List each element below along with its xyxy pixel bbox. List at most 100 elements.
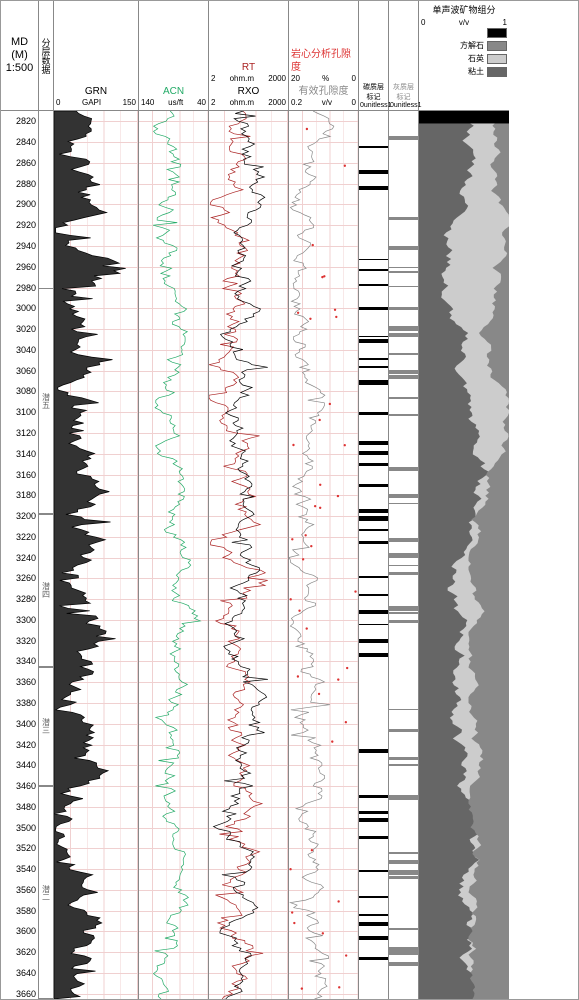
depth-tick: 3360 [16, 677, 36, 687]
depth-tick: 3500 [16, 823, 36, 833]
mineral-comp-name: 方解石 [460, 40, 484, 51]
depth-tick: 3020 [16, 324, 36, 334]
mineral-legend-item: 方解石 [419, 39, 509, 52]
mineral-swatch [487, 28, 507, 38]
log-track-0: GRN0GAPI150 [54, 1, 139, 999]
mineral-body [419, 111, 509, 999]
depth-tick: 3600 [16, 926, 36, 936]
depth-tick: 3280 [16, 594, 36, 604]
depth-tick: 2900 [16, 199, 36, 209]
mineral-swatch [487, 67, 507, 77]
depth-tick: 3160 [16, 470, 36, 480]
depth-tick: 2860 [16, 158, 36, 168]
depth-tick: 3040 [16, 345, 36, 355]
mineral-scale: 0 v/v 1 [419, 18, 509, 27]
mineral-header: 单声波矿物组分 0 v/v 1 方解石石英粘土 [419, 1, 509, 111]
curve-unit: v/v [322, 98, 332, 108]
curve-name: GRN [85, 85, 107, 98]
curve-name: RT [242, 61, 255, 74]
depth-body: 2820 2840 2860 2880 2900 2920 2940 2960 2980 3000… [1, 111, 38, 999]
curve-unit: GAPI [82, 98, 101, 108]
depth-tick: 3120 [16, 428, 36, 438]
mineral-legend: 方解石石英粘土 [419, 27, 509, 78]
curve-min: 20 [291, 74, 300, 84]
mineral-legend-item: 粘土 [419, 65, 509, 78]
mineral-scale-unit: v/v [459, 18, 469, 27]
flag-body [359, 111, 388, 999]
mineral-comp-name: 粘土 [468, 66, 484, 77]
log-track-1: ACN 140 us/ft 40 [139, 1, 209, 999]
depth-tick: 2840 [16, 137, 36, 147]
well-log-container: MD (M) 1:500 2820 2840 2860 2880 2900 2920 294… [0, 0, 579, 1000]
depth-tick: 2980 [16, 283, 36, 293]
curve-max: 2000 [268, 98, 286, 108]
track-body [209, 111, 288, 999]
curve-min: 2 [211, 74, 215, 84]
depth-label-unit: (M) [11, 49, 28, 62]
zone-segment: 潜二 [39, 786, 53, 999]
zone-segment: 潜三 [39, 667, 53, 786]
depth-tick: 3320 [16, 636, 36, 646]
flag-title: 灰质层标记 [390, 82, 417, 102]
depth-tick: 3220 [16, 532, 36, 542]
curve-name: ACN [163, 85, 184, 98]
mineral-swatch [487, 54, 507, 64]
mineral-track: 单声波矿物组分 0 v/v 1 方解石石英粘土 [419, 1, 509, 999]
depth-tick: 3380 [16, 698, 36, 708]
depth-track: MD (M) 1:500 2820 2840 2860 2880 2900 2920 294… [1, 1, 39, 999]
track-header: GRN0GAPI150 [54, 1, 138, 111]
depth-tick: 3260 [16, 573, 36, 583]
mineral-title: 单声波矿物组分 [419, 1, 509, 18]
mineral-scale-min: 0 [421, 18, 425, 27]
flag-title: 碳质层标记 [360, 82, 387, 102]
mineral-comp-name: 石英 [468, 53, 484, 64]
depth-tick: 3140 [16, 449, 36, 459]
curve-min: 2 [211, 98, 215, 108]
depth-tick: 2960 [16, 262, 36, 272]
depth-tick: 3540 [16, 864, 36, 874]
depth-tick: 3000 [16, 303, 36, 313]
curve-name: 有效孔隙度 [299, 85, 349, 98]
curve-unit: ohm.m [230, 74, 254, 84]
depth-tick: 3480 [16, 802, 36, 812]
curve-min: 0.2 [291, 98, 302, 108]
depth-tick: 2820 [16, 116, 36, 126]
depth-tick: 3240 [16, 553, 36, 563]
zone-track: 分层数据 潜五潜四潜三潜二 [39, 1, 54, 999]
depth-tick: 3180 [16, 490, 36, 500]
depth-tick: 3100 [16, 407, 36, 417]
flag-track-1: 灰质层标记0unitless1 [389, 1, 419, 999]
depth-tick: 3440 [16, 760, 36, 770]
depth-tick: 3460 [16, 781, 36, 791]
track-header: 岩心分析孔隙度20%0有效孔隙度0.2v/v0 [289, 1, 358, 111]
depth-tick: 2940 [16, 241, 36, 251]
mineral-legend-item: 石英 [419, 52, 509, 65]
log-tracks: GRN 0 GAPI 150 ACN 140 us/ft 40 RT 2 ohm.m 2000 RXO 2… [54, 1, 359, 999]
curve-max: 150 [123, 98, 136, 108]
depth-tick: 3200 [16, 511, 36, 521]
track-header: ACN 140 us/ft 40 [139, 1, 208, 111]
curve-min: 140 [141, 98, 154, 108]
depth-tick: 2920 [16, 220, 36, 230]
zone-body: 潜五潜四潜三潜二 [39, 111, 53, 999]
curve-max: 0 [352, 98, 356, 108]
track-body [289, 111, 358, 999]
depth-tick: 3580 [16, 906, 36, 916]
depth-label-scale: 1:500 [6, 62, 34, 75]
depth-tick: 3300 [16, 615, 36, 625]
flag-header: 碳质层标记0unitless1 [359, 1, 388, 111]
depth-label-md: MD [11, 36, 28, 49]
depth-tick: 2880 [16, 179, 36, 189]
track-body [54, 111, 138, 999]
depth-tick: 3620 [16, 947, 36, 957]
zone-header: 分层数据 [39, 1, 53, 111]
curve-max: 40 [197, 98, 206, 108]
flag-body [389, 111, 418, 999]
mineral-legend-item [419, 27, 509, 39]
depth-tick: 3420 [16, 740, 36, 750]
mineral-swatch [487, 41, 507, 51]
depth-tick: 3400 [16, 719, 36, 729]
curve-name: RXO [238, 85, 260, 98]
curve-unit: us/ft [168, 98, 183, 108]
log-track-3: 岩心分析孔隙度20%0有效孔隙度0.2v/v0 [289, 1, 359, 999]
